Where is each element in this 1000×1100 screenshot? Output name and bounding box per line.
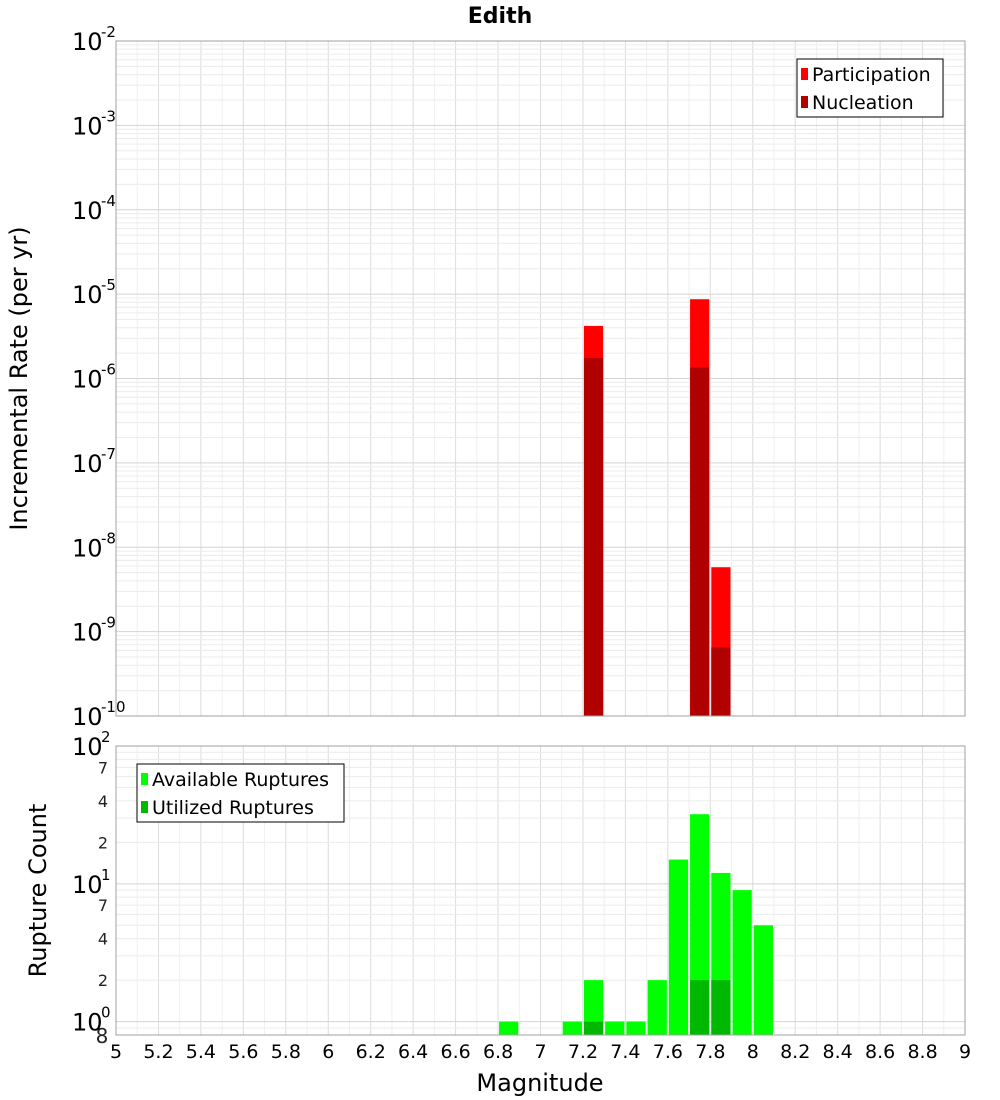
x-tick-label: 7.2	[568, 1041, 598, 1063]
bar-nucleation	[690, 367, 710, 716]
y-tick-label: 10	[72, 619, 103, 647]
bar-available-ruptures	[626, 1021, 646, 1035]
rate-y-axis-label: Incremental Rate (per yr)	[5, 226, 33, 530]
bar-utilized-ruptures	[690, 980, 710, 1035]
bar-nucleation	[583, 357, 604, 716]
y-minor-tick-label: 7	[98, 896, 108, 915]
x-tick-label: 5.4	[186, 1041, 216, 1063]
y-tick-label: 10	[72, 534, 103, 562]
y-tick-exponent: -2	[101, 23, 116, 41]
x-tick-label: 7.6	[653, 1041, 683, 1063]
x-tick-label: 6	[322, 1041, 334, 1063]
legend-label: Utilized Ruptures	[152, 797, 314, 819]
legend-label: Available Ruptures	[152, 769, 329, 791]
bar-available-ruptures	[605, 1021, 625, 1035]
y-tick-exponent: -9	[101, 614, 116, 632]
x-tick-label: 7.8	[695, 1041, 725, 1063]
x-tick-label: 6.2	[356, 1041, 386, 1063]
x-tick-label: 6.6	[440, 1041, 470, 1063]
x-tick-label: 7	[534, 1041, 546, 1063]
x-tick-label: 5	[110, 1041, 122, 1063]
x-tick-label: 8.4	[823, 1041, 853, 1063]
legend-swatch	[801, 68, 808, 80]
x-tick-label: 6.4	[398, 1041, 428, 1063]
legend-swatch	[141, 801, 148, 813]
y-tick-label: 10	[72, 450, 103, 478]
count-plot-frame	[115, 745, 966, 1036]
bar-available-ruptures	[562, 1021, 582, 1035]
bar-available-ruptures	[668, 859, 689, 1035]
x-axis-label: Magnitude	[476, 1069, 603, 1097]
bar-available-ruptures	[753, 925, 773, 1035]
legend-swatch	[141, 773, 148, 785]
y-minor-tick-label: 7	[98, 758, 108, 777]
y-tick-label: 10	[72, 1009, 103, 1037]
y-tick-exponent: 1	[101, 866, 111, 884]
y-minor-tick-label: 8	[96, 1024, 109, 1048]
y-tick-label: 10	[72, 281, 103, 309]
y-tick-exponent: 2	[101, 728, 111, 746]
y-minor-tick-label: 4	[98, 792, 108, 811]
x-tick-label: 5.8	[271, 1041, 301, 1063]
bar-available-ruptures	[690, 814, 710, 1035]
y-tick-label: 10	[72, 28, 103, 56]
y-tick-exponent: -8	[101, 529, 116, 547]
x-tick-label: 5.2	[143, 1041, 173, 1063]
y-tick-exponent: 0	[101, 1004, 111, 1022]
y-minor-tick-label: 4	[98, 930, 108, 949]
y-tick-exponent: -3	[101, 107, 116, 125]
x-tick-label: 8	[747, 1041, 759, 1063]
y-tick-label: 10	[72, 733, 103, 761]
y-tick-exponent: -5	[101, 276, 116, 294]
rate-bars	[583, 299, 731, 716]
y-tick-label: 10	[72, 366, 103, 394]
x-tick-label: 6.8	[483, 1041, 513, 1063]
count-grid	[115, 746, 966, 1036]
x-tick-label: 7.4	[610, 1041, 640, 1063]
rate-grid	[115, 41, 966, 717]
bar-nucleation	[711, 647, 731, 716]
y-tick-label: 10	[72, 871, 103, 899]
x-tick-labels: 5 5.2 5.4 5.6 5.8 6 6.2 6.4 6.6 6.8 7 7.2 7.4 7.6 7.8 8…	[110, 1041, 971, 1063]
x-tick-label: 5.6	[228, 1041, 258, 1063]
y-tick-exponent: -7	[101, 445, 116, 463]
y-minor-tick-label: 2	[98, 971, 108, 990]
count-legend: Available Ruptures Utilized Ruptures	[136, 763, 345, 823]
y-tick-label: 10	[72, 112, 103, 140]
y-minor-tick-label: 2	[98, 833, 108, 852]
bar-available-ruptures	[499, 1021, 519, 1035]
count-bars	[499, 814, 773, 1035]
rate-legend: Participation Nucleation	[796, 58, 944, 118]
bar-utilized-ruptures	[583, 1021, 604, 1035]
y-tick-label: 10	[72, 197, 103, 225]
chart-title: Edith	[468, 4, 533, 29]
bar-available-ruptures	[732, 890, 752, 1035]
legend-box	[136, 763, 345, 823]
legend-box	[796, 58, 944, 118]
count-y-axis-label: Rupture Count	[24, 804, 52, 978]
x-tick-label: 8.8	[907, 1041, 937, 1063]
bar-available-ruptures	[583, 980, 604, 1035]
bar-available-ruptures	[647, 980, 667, 1035]
y-tick-exponent: -4	[101, 192, 116, 210]
rate-plot-frame	[115, 40, 966, 717]
bar-utilized-ruptures	[711, 980, 731, 1035]
x-tick-label: 9	[959, 1041, 971, 1063]
legend-label: Nucleation	[812, 92, 914, 114]
y-tick-exponent: -10	[101, 698, 126, 716]
x-tick-label: 8.2	[780, 1041, 810, 1063]
x-tick-label: 8.6	[865, 1041, 895, 1063]
y-tick-exponent: -6	[101, 361, 116, 379]
y-tick-label: 10	[72, 703, 103, 731]
legend-swatch	[801, 96, 808, 108]
legend-label: Participation	[812, 64, 931, 86]
